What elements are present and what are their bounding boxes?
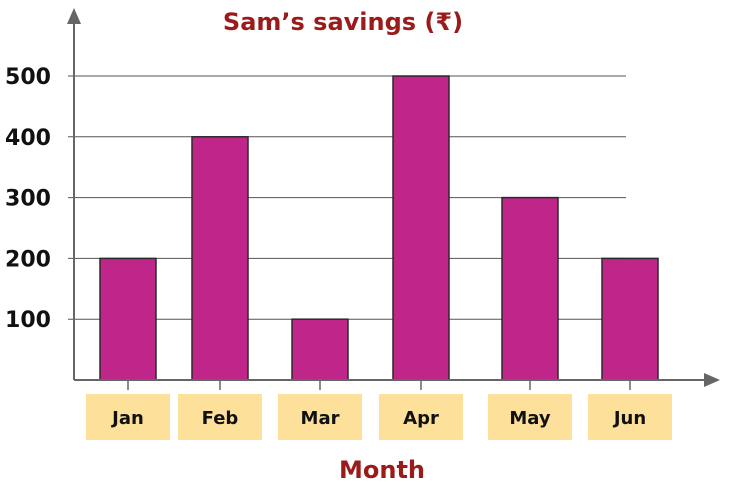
chart-title: Sam’s savings (₹) — [223, 8, 463, 36]
category-box-mar — [278, 394, 362, 440]
category-labels: Jan Feb Mar Apr May Jun — [86, 394, 672, 440]
axes — [67, 8, 720, 390]
bar-apr — [392, 75, 450, 381]
category-box-may — [488, 394, 572, 440]
y-tick-label-100: 100 — [5, 308, 51, 333]
category-label-may: May — [509, 408, 551, 429]
y-axis-arrow-icon — [67, 8, 81, 24]
y-tick-label-400: 400 — [5, 126, 51, 151]
y-tick-labels: 100 200 300 400 500 — [5, 65, 51, 333]
y-tick-label-300: 300 — [5, 187, 51, 212]
category-label-jun: Jun — [612, 408, 646, 429]
category-label-mar: Mar — [301, 408, 340, 429]
y-tick-label-200: 200 — [5, 247, 51, 272]
bar-may — [501, 196, 559, 381]
category-box-feb — [178, 394, 262, 440]
y-tick-label-500: 500 — [5, 65, 51, 90]
category-box-jan — [86, 394, 170, 440]
category-label-apr: Apr — [403, 408, 439, 429]
category-box-jun — [588, 394, 672, 440]
bars — [99, 75, 659, 381]
bar-jun — [601, 257, 659, 381]
x-axis-arrow-icon — [704, 373, 720, 387]
bar-feb — [191, 136, 249, 381]
x-axis-label: Month — [339, 456, 425, 484]
category-label-feb: Feb — [202, 408, 239, 429]
category-label-jan: Jan — [110, 408, 144, 429]
category-box-apr — [379, 394, 463, 440]
bar-mar — [291, 318, 349, 381]
bar-jan — [99, 257, 157, 381]
